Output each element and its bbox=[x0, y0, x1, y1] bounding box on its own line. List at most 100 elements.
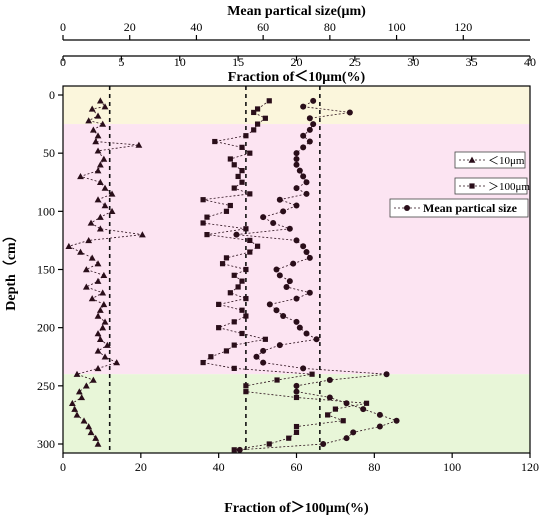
point-0-10 bbox=[94, 147, 102, 154]
top1-tick-label-3: 60 bbox=[257, 20, 269, 34]
point-1-20 bbox=[204, 214, 210, 220]
legend-marker-0 bbox=[468, 156, 476, 163]
point-0-60 bbox=[94, 440, 102, 447]
point-0-14 bbox=[77, 173, 84, 180]
point-2-48 bbox=[326, 377, 333, 384]
point-2-46 bbox=[300, 365, 307, 372]
point-1-53 bbox=[332, 406, 339, 412]
point-1-60 bbox=[231, 447, 237, 453]
point-1-5 bbox=[251, 127, 257, 133]
point-0-22 bbox=[87, 219, 95, 226]
point-0-16 bbox=[101, 184, 109, 191]
top2-tick-label-2: 10 bbox=[174, 55, 186, 69]
point-0-56 bbox=[80, 417, 88, 424]
point-0-19 bbox=[101, 202, 109, 209]
point-1-44 bbox=[208, 354, 214, 360]
point-2-32 bbox=[283, 283, 290, 290]
point-0-39 bbox=[101, 318, 109, 325]
point-1-15 bbox=[231, 185, 237, 191]
point-1-10 bbox=[227, 156, 233, 162]
legend-marker-1 bbox=[469, 183, 475, 189]
legend-label-0: ＜10μm bbox=[488, 155, 525, 167]
point-1-28 bbox=[219, 261, 226, 267]
legend-box-2 bbox=[389, 198, 529, 218]
top1-tick-label-6: 120 bbox=[454, 20, 472, 34]
point-1-55 bbox=[340, 418, 346, 424]
point-0-36 bbox=[100, 301, 108, 308]
point-0-6 bbox=[89, 126, 97, 133]
point-2-54 bbox=[376, 411, 383, 418]
legend-entry-1: ＞100μm bbox=[454, 177, 530, 195]
point-1-23 bbox=[204, 232, 210, 238]
point-2-58 bbox=[343, 435, 350, 442]
point-0-30 bbox=[82, 266, 90, 273]
point-0-46 bbox=[113, 359, 121, 366]
point-2-1 bbox=[300, 103, 307, 110]
point-2-21 bbox=[270, 219, 277, 226]
point-1-27 bbox=[223, 255, 230, 261]
point-1-33 bbox=[227, 290, 233, 296]
bottom-tick-label-1: 20 bbox=[135, 460, 147, 474]
point-0-47 bbox=[94, 364, 102, 372]
point-2-26 bbox=[303, 249, 310, 256]
point-1-51 bbox=[293, 394, 300, 401]
point-1-29 bbox=[243, 266, 249, 273]
point-0-20 bbox=[108, 207, 116, 215]
point-1-57 bbox=[293, 429, 300, 435]
point-0-54 bbox=[71, 405, 79, 412]
point-2-44 bbox=[253, 353, 260, 360]
point-2-8 bbox=[300, 144, 307, 151]
point-1-37 bbox=[243, 313, 249, 319]
point-1-14 bbox=[239, 179, 245, 185]
point-2-53 bbox=[360, 406, 367, 413]
series-2 bbox=[233, 97, 400, 453]
left-tick-label-2: 100 bbox=[37, 204, 55, 218]
point-0-12 bbox=[96, 161, 104, 168]
point-2-40 bbox=[303, 330, 310, 337]
point-1-36 bbox=[239, 307, 245, 313]
point-2-17 bbox=[276, 196, 283, 203]
point-1-46 bbox=[231, 365, 237, 371]
point-0-21 bbox=[96, 213, 104, 220]
left-tick-label-4: 200 bbox=[37, 321, 55, 335]
top1-tick-label-2: 40 bbox=[190, 20, 202, 34]
legend-entry-2: Mean partical size bbox=[389, 198, 529, 218]
point-1-41 bbox=[262, 336, 268, 342]
point-2-34 bbox=[293, 295, 300, 302]
point-2-22 bbox=[286, 225, 293, 232]
top1-tick-label-1: 20 bbox=[124, 20, 136, 34]
point-2-49 bbox=[293, 382, 300, 389]
point-2-27 bbox=[306, 254, 313, 261]
point-0-7 bbox=[94, 132, 102, 139]
left-tick-label-5: 250 bbox=[37, 379, 55, 393]
point-0-43 bbox=[103, 341, 111, 348]
point-2-23 bbox=[233, 231, 240, 238]
point-0-15 bbox=[96, 178, 104, 185]
point-1-56 bbox=[293, 423, 300, 430]
band-0 bbox=[63, 86, 530, 125]
point-1-2 bbox=[251, 109, 257, 116]
point-1-25 bbox=[254, 243, 261, 249]
point-1-30 bbox=[231, 272, 237, 278]
point-0-24 bbox=[138, 231, 146, 238]
point-2-12 bbox=[296, 167, 303, 174]
top1-tick-label-5: 100 bbox=[388, 20, 406, 34]
point-0-28 bbox=[88, 254, 96, 261]
legend-box-0 bbox=[454, 151, 526, 169]
point-0-57 bbox=[85, 423, 93, 430]
top2-axis-title: Fraction of＜10μm(%) bbox=[228, 70, 366, 85]
point-2-0 bbox=[310, 97, 317, 104]
point-1-59 bbox=[266, 441, 272, 447]
point-1-39 bbox=[216, 325, 222, 331]
point-1-35 bbox=[216, 301, 222, 307]
point-1-8 bbox=[239, 144, 245, 150]
point-0-53 bbox=[68, 399, 76, 407]
top2-tick-label-3: 15 bbox=[232, 55, 244, 69]
point-2-30 bbox=[276, 272, 283, 279]
point-2-47 bbox=[383, 371, 390, 378]
bottom-tick-label-6: 120 bbox=[521, 460, 539, 474]
top1-tick-label-4: 80 bbox=[324, 20, 336, 34]
left-tick-label-6: 300 bbox=[37, 437, 55, 451]
top2-tick-label-6: 30 bbox=[407, 55, 419, 69]
